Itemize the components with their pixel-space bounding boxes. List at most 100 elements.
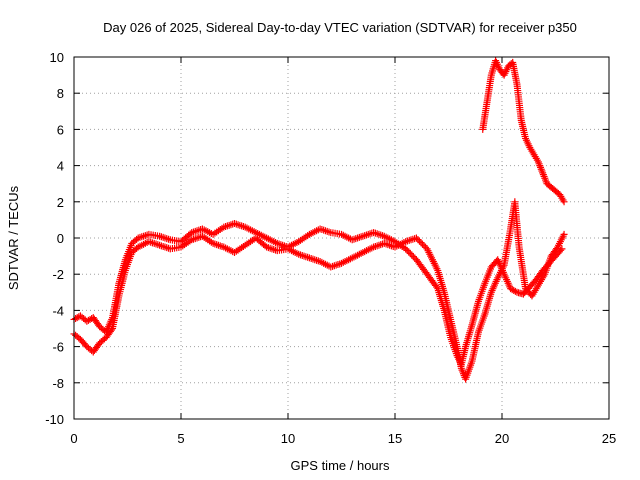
data-point — [307, 255, 315, 263]
data-point — [163, 244, 171, 252]
data-point — [380, 239, 388, 247]
data-point — [408, 251, 416, 259]
x-tick-label: 0 — [70, 431, 77, 446]
data-point — [350, 235, 358, 243]
data-point — [412, 234, 420, 242]
data-point — [357, 233, 365, 241]
data-point — [382, 240, 390, 248]
data-point — [157, 233, 165, 241]
data-point — [165, 235, 173, 243]
data-point — [268, 245, 276, 253]
data-point — [193, 234, 201, 242]
data-point — [214, 241, 222, 249]
y-tick-label: 0 — [57, 231, 64, 246]
data-point — [560, 198, 568, 206]
data-point — [323, 227, 331, 235]
y-tick-label: -6 — [52, 340, 64, 355]
data-point — [140, 232, 148, 240]
x-tick-label: 10 — [281, 431, 295, 446]
data-point — [419, 240, 427, 248]
x-axis-label: GPS time / hours — [291, 458, 390, 473]
data-point — [309, 255, 317, 263]
data-point — [406, 250, 414, 258]
y-tick-label: -2 — [52, 267, 64, 282]
y-tick-label: -4 — [52, 303, 64, 318]
data-point — [193, 227, 201, 235]
data-point — [409, 253, 417, 261]
data-point — [148, 239, 156, 247]
data-point — [511, 287, 519, 295]
data-point — [320, 226, 328, 234]
series-2 — [479, 57, 568, 206]
chart-title: Day 026 of 2025, Sidereal Day-to-day VTE… — [103, 20, 577, 35]
data-point — [234, 221, 242, 229]
data-point — [332, 261, 340, 269]
data-point — [232, 220, 240, 228]
data-point — [402, 245, 410, 253]
data-point — [325, 228, 333, 236]
data-point — [403, 246, 411, 254]
data-point — [375, 230, 383, 238]
data-point — [386, 241, 394, 249]
data-point — [225, 221, 233, 229]
data-point — [150, 239, 158, 247]
data-point — [375, 241, 383, 249]
data-point — [236, 221, 244, 229]
data-point — [227, 221, 235, 229]
y-tick-label: -8 — [52, 376, 64, 391]
data-point — [384, 241, 392, 249]
data-point — [159, 242, 167, 250]
x-tick-label: 25 — [602, 431, 616, 446]
series-0 — [70, 220, 566, 369]
data-point — [231, 220, 238, 228]
y-axis-label: SDTVAR / TECUs — [6, 185, 21, 290]
data-point — [159, 233, 167, 241]
data-point — [279, 241, 287, 249]
data-point — [161, 243, 169, 251]
data-point — [364, 230, 372, 238]
data-point — [377, 241, 385, 249]
data-point — [370, 229, 378, 237]
data-point — [415, 237, 423, 245]
y-tick-labels: -10 -8 -6 -4 -2 0 2 4 6 8 10 — [45, 50, 64, 427]
x-tick-label: 15 — [388, 431, 402, 446]
y-tick-label: 2 — [57, 195, 64, 210]
data-point — [157, 242, 165, 250]
data-point — [163, 235, 171, 243]
data-point — [373, 230, 381, 238]
grid-lines — [74, 57, 609, 419]
data-point — [161, 234, 169, 242]
data-point — [420, 242, 428, 250]
data-point — [197, 233, 205, 241]
data-point — [270, 245, 278, 253]
y-tick-label: 8 — [57, 86, 64, 101]
data-point — [304, 253, 312, 261]
y-tick-label: 4 — [57, 159, 64, 174]
data-point — [407, 236, 415, 244]
data-point — [300, 252, 308, 260]
y-tick-label: -10 — [45, 412, 64, 427]
y-tick-label: 6 — [57, 122, 64, 137]
y-tick-label: 10 — [50, 50, 64, 65]
series-1 — [70, 198, 568, 383]
data-point — [359, 232, 367, 240]
data-point — [152, 240, 160, 248]
data-point — [354, 234, 362, 242]
x-tick-labels: 0 5 10 15 20 25 — [70, 431, 616, 446]
data-point — [352, 235, 360, 243]
data-point — [355, 233, 363, 241]
data-point — [371, 229, 379, 237]
data-point — [147, 238, 155, 246]
x-tick-label: 20 — [495, 431, 509, 446]
axis-ticks — [73, 56, 610, 420]
data-point — [405, 248, 413, 256]
data-point — [318, 226, 326, 234]
data-point — [417, 239, 425, 247]
data-point — [154, 241, 162, 249]
data-points — [70, 57, 568, 383]
data-point — [414, 236, 422, 244]
data-point — [330, 262, 338, 270]
data-point — [366, 230, 374, 238]
data-point — [302, 253, 310, 261]
